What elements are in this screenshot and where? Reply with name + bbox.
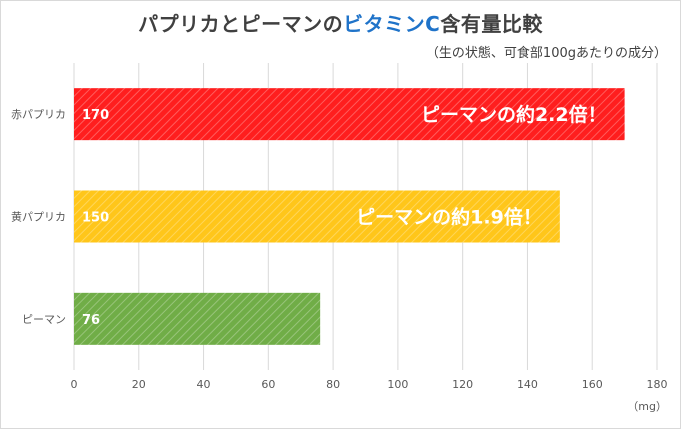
annotation-1: ピーマンの約2.2倍！	[421, 103, 607, 126]
bar-1	[74, 88, 625, 141]
category-label-2: 黄パプリカ	[11, 210, 66, 224]
x-axis-unit: （mg）	[627, 400, 667, 413]
x-tick-label-140: 140	[517, 378, 538, 391]
data-label-3: 76	[82, 313, 100, 328]
data-label-2: 150	[82, 211, 109, 226]
x-tick-label-80: 80	[326, 378, 340, 391]
category-label-1: 赤パプリカ	[11, 108, 66, 121]
x-tick-label-40: 40	[197, 378, 211, 391]
bar-3	[74, 292, 321, 345]
title-part-highlight: ビタミンC	[343, 12, 441, 36]
x-tick-label-20: 20	[132, 378, 146, 391]
x-tick-label-0: 0	[71, 378, 78, 391]
x-tick-label-60: 60	[261, 378, 275, 391]
annotation-2: ピーマンの約1.9倍！	[356, 206, 542, 229]
x-tick-label-120: 120	[452, 378, 473, 391]
data-label-1: 170	[82, 108, 109, 123]
x-tick-label-100: 100	[387, 378, 408, 391]
chart-subtitle: （生の状態、可食部100gあたりの成分）	[425, 46, 667, 61]
title-part-3: 含有量比較	[440, 12, 543, 36]
x-tick-label-180: 180	[647, 378, 668, 391]
chart-title: パプリカとピーマンのビタミンC含有量比較	[0, 8, 681, 37]
title-part-1: パプリカとピーマンの	[138, 12, 344, 36]
x-tick-label-160: 160	[582, 378, 603, 391]
bar-2	[74, 190, 560, 243]
category-label-3: ピーマン	[22, 313, 66, 326]
